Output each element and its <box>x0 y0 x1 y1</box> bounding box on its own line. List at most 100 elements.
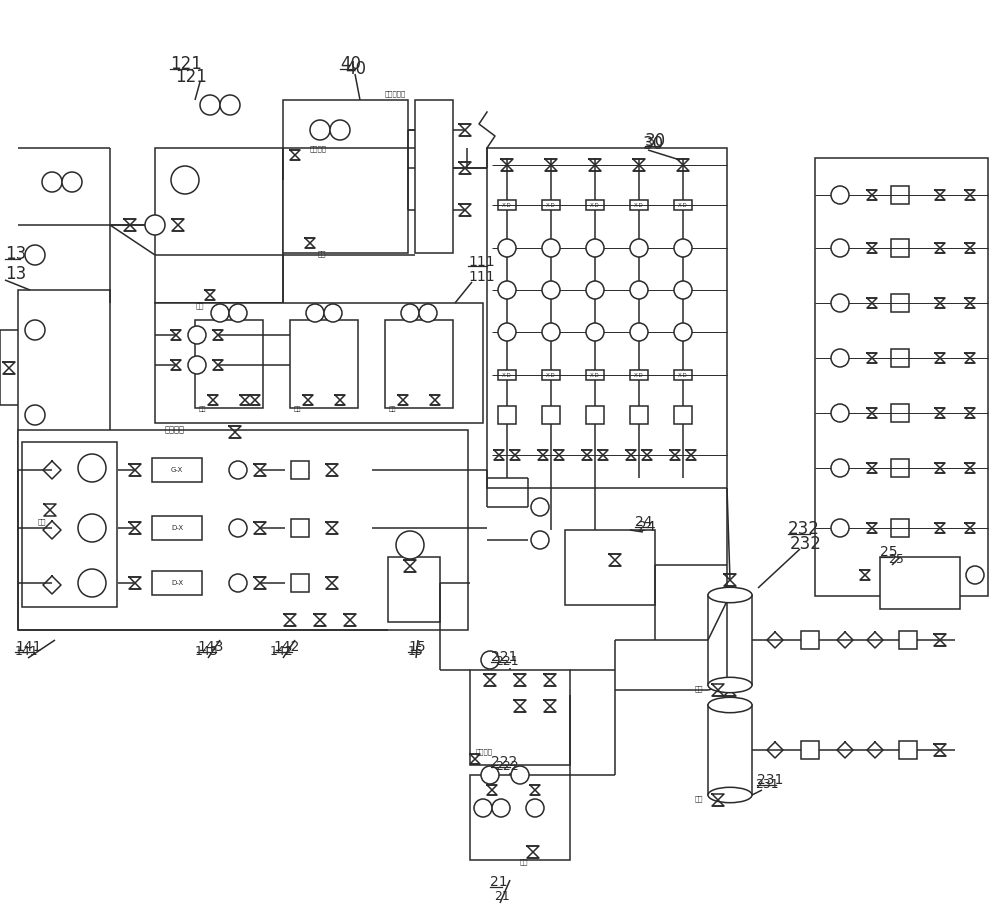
Bar <box>630 200 648 210</box>
Circle shape <box>145 215 165 235</box>
Text: 143: 143 <box>197 640 223 654</box>
Bar <box>586 406 604 424</box>
Text: X-D: X-D <box>678 372 688 378</box>
Circle shape <box>542 281 560 299</box>
Circle shape <box>586 281 604 299</box>
Circle shape <box>630 239 648 257</box>
Circle shape <box>831 239 849 257</box>
Text: 142: 142 <box>270 645 294 658</box>
Bar <box>565 530 655 605</box>
Bar <box>542 200 560 210</box>
Text: 231: 231 <box>757 773 783 787</box>
Bar <box>801 631 819 649</box>
Text: 排污: 排污 <box>196 302 205 309</box>
Text: 25: 25 <box>880 545 898 559</box>
Text: D-X: D-X <box>171 580 183 586</box>
Bar <box>586 200 604 210</box>
Text: 40: 40 <box>340 55 361 73</box>
Ellipse shape <box>708 787 752 803</box>
Circle shape <box>229 574 247 592</box>
Circle shape <box>531 531 549 549</box>
Text: 15: 15 <box>408 640 426 654</box>
Circle shape <box>396 531 424 559</box>
Text: 111: 111 <box>468 270 495 284</box>
Text: 排污: 排污 <box>695 685 704 692</box>
Text: 接治罐车: 接治罐车 <box>165 425 185 434</box>
Circle shape <box>419 304 437 322</box>
Text: X-D: X-D <box>590 372 600 378</box>
Circle shape <box>474 799 492 817</box>
Bar <box>891 349 909 367</box>
Circle shape <box>498 239 516 257</box>
Text: 放空至室外: 放空至室外 <box>385 90 406 97</box>
Circle shape <box>78 454 106 482</box>
Bar <box>899 741 917 759</box>
Bar <box>498 200 516 210</box>
Text: 30: 30 <box>643 135 664 153</box>
Text: 排污: 排污 <box>389 406 396 412</box>
Circle shape <box>966 566 984 584</box>
Text: 221: 221 <box>491 650 517 664</box>
Circle shape <box>188 356 206 374</box>
Bar <box>385 320 453 408</box>
Text: X-D: X-D <box>678 203 688 207</box>
Circle shape <box>78 514 106 542</box>
Text: X-D: X-D <box>590 203 600 207</box>
Bar <box>891 459 909 477</box>
Bar <box>674 370 692 380</box>
Bar <box>415 100 453 253</box>
Circle shape <box>211 304 229 322</box>
Bar <box>195 320 263 408</box>
Text: 排污: 排污 <box>38 518 46 525</box>
Bar <box>708 705 752 795</box>
Bar <box>18 430 468 630</box>
Circle shape <box>25 245 45 265</box>
Bar <box>899 631 917 649</box>
Bar <box>388 557 440 622</box>
Circle shape <box>25 405 45 425</box>
Circle shape <box>831 186 849 204</box>
Circle shape <box>229 461 247 479</box>
Text: X-D: X-D <box>546 203 556 207</box>
Circle shape <box>630 281 648 299</box>
Circle shape <box>531 498 549 516</box>
Bar <box>674 406 692 424</box>
Text: 30: 30 <box>645 132 666 150</box>
Circle shape <box>831 404 849 422</box>
Bar <box>22 442 117 607</box>
Circle shape <box>831 459 849 477</box>
Bar <box>152 516 202 540</box>
Bar <box>470 670 570 765</box>
Circle shape <box>220 95 240 115</box>
Text: 222: 222 <box>491 755 517 769</box>
Circle shape <box>188 326 206 344</box>
Bar <box>891 404 909 422</box>
Ellipse shape <box>708 588 752 602</box>
Bar <box>498 370 516 380</box>
Circle shape <box>171 166 199 194</box>
Text: 排污: 排污 <box>520 858 528 865</box>
Bar <box>891 519 909 537</box>
Bar <box>487 148 727 488</box>
Text: 24: 24 <box>638 520 656 534</box>
Text: 排污: 排污 <box>294 406 302 412</box>
Circle shape <box>831 294 849 312</box>
Circle shape <box>630 323 648 341</box>
Text: X-D: X-D <box>502 372 512 378</box>
Circle shape <box>324 304 342 322</box>
Circle shape <box>229 519 247 537</box>
Circle shape <box>330 120 350 140</box>
Circle shape <box>542 239 560 257</box>
Bar <box>801 741 819 759</box>
Text: 141: 141 <box>15 645 39 658</box>
Text: 25: 25 <box>888 553 904 566</box>
Circle shape <box>498 281 516 299</box>
Bar <box>708 595 752 685</box>
Bar <box>542 406 560 424</box>
Bar <box>880 557 960 609</box>
Text: G-X: G-X <box>171 467 183 473</box>
Bar <box>470 775 570 860</box>
Text: X-D: X-D <box>546 372 556 378</box>
Bar <box>290 320 358 408</box>
Bar <box>152 458 202 482</box>
